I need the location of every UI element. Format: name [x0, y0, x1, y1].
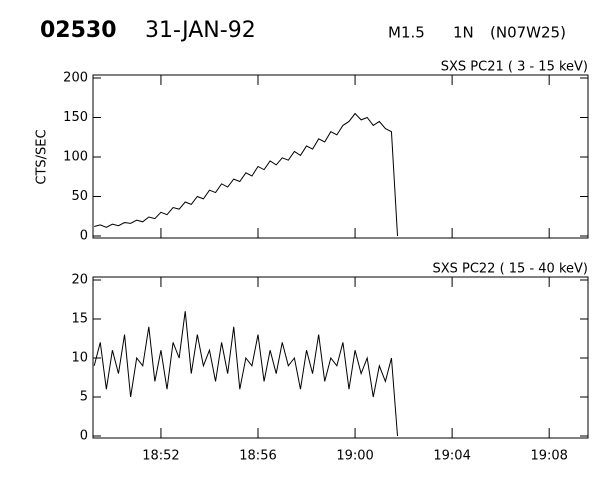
panel-title: SXS PC21 ( 3 - 15 keV)	[441, 60, 588, 75]
flare-location: (N07W25)	[490, 24, 566, 42]
plot-frame	[92, 276, 589, 439]
panel-title: SXS PC22 ( 15 - 40 keV)	[432, 262, 588, 277]
y-tick-label: 0	[80, 429, 88, 444]
y-tick-label: 20	[71, 273, 88, 288]
event-date: 31-JAN-92	[145, 18, 256, 43]
y-tick-label: 10	[71, 351, 88, 366]
data-line	[93, 311, 399, 437]
x-tick-label: 18:52	[142, 449, 179, 464]
x-tick-label: 19:08	[530, 449, 567, 464]
x-tick-label: 19:00	[336, 449, 373, 464]
data-line	[94, 112, 399, 237]
y-axis-label: CTS/SEC	[35, 129, 50, 184]
y-tick-label: 15	[71, 312, 88, 327]
y-tick-label: 100	[63, 150, 88, 165]
plot-frame	[92, 74, 589, 239]
event-number: 02530	[40, 18, 117, 43]
y-tick-label: 5	[80, 390, 88, 405]
x-tick-label: 18:56	[239, 449, 276, 464]
y-tick-label: 200	[63, 71, 88, 86]
x-tick-label: 19:04	[433, 449, 470, 464]
y-tick-label: 0	[80, 229, 88, 244]
flare-class: M1.5	[388, 24, 425, 42]
y-tick-label: 150	[63, 110, 88, 125]
y-tick-label: 50	[71, 189, 88, 204]
flare-importance: 1N	[453, 24, 474, 42]
